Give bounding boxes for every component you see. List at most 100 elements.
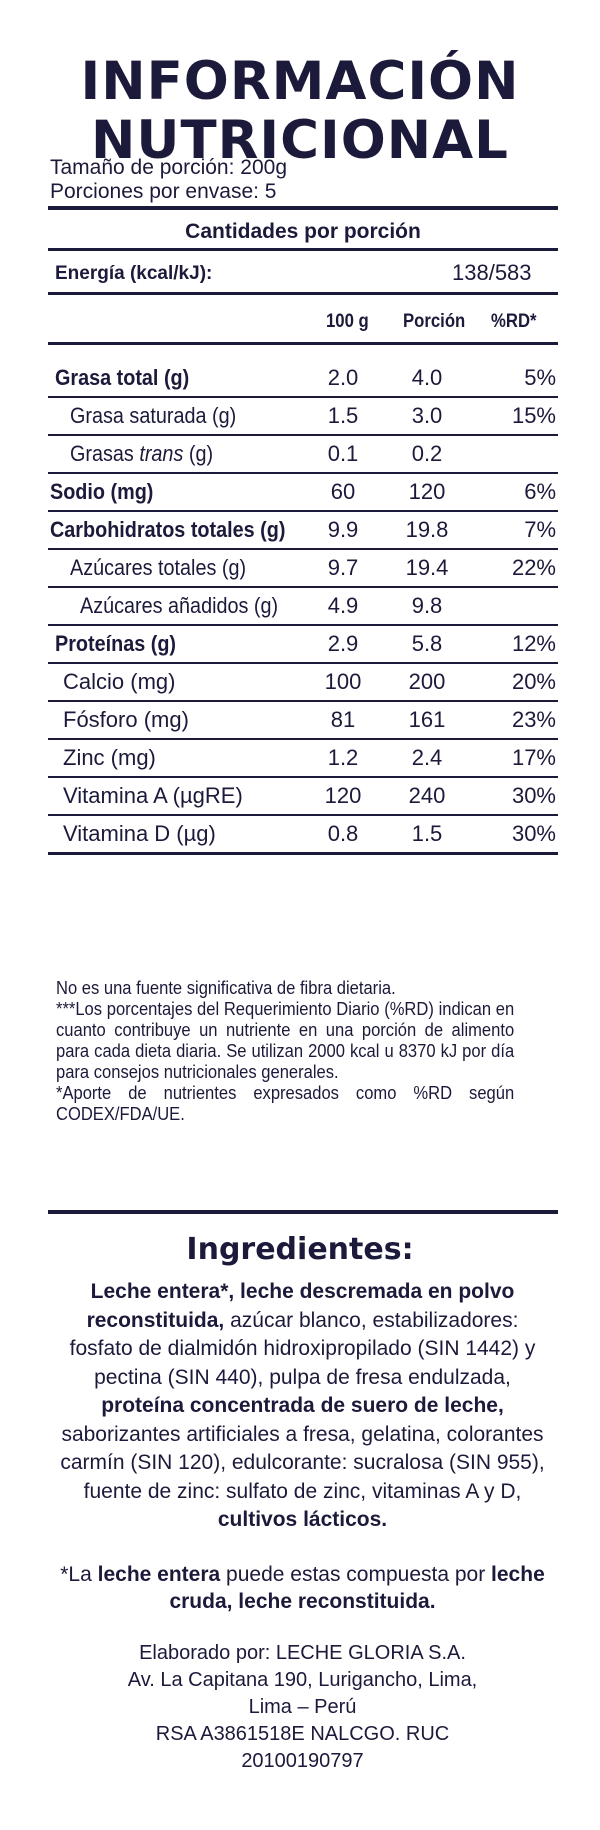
- value-rd: 30%: [511, 783, 556, 808]
- manufacturer-line-4: RSA A3861518E NALCGO. RUC: [155, 1723, 450, 1745]
- value-rd: 20%: [511, 669, 556, 694]
- manufacturer-line-2: Av. La Capitana 190, Lurigancho, Lima,: [127, 1669, 478, 1691]
- value-100g: 120: [324, 783, 362, 808]
- whole-milk-note-mid: puede estas compuesta por: [220, 1563, 492, 1586]
- title-line-1: INFORMACIÓN: [80, 51, 520, 112]
- value-portion: 240: [408, 783, 446, 808]
- value-portion: 2.4: [411, 745, 443, 770]
- nutrient-label: Sodio (mg): [50, 479, 154, 504]
- manufacturer-line-5: 20100190797: [241, 1750, 364, 1772]
- nutrient-label-part: (g): [183, 441, 214, 466]
- row-divider: [48, 852, 558, 855]
- divider: [48, 342, 558, 345]
- amounts-header: Cantidades por porción: [185, 220, 421, 243]
- row-divider: [48, 700, 558, 702]
- serving-size: Tamaño de porción: 200g: [50, 156, 287, 179]
- nutrient-label: Zinc (mg): [63, 745, 156, 770]
- row-divider: [48, 776, 558, 778]
- nutrient-label: Proteínas (g): [55, 631, 177, 656]
- value-rd: 15%: [511, 403, 556, 428]
- value-100g: 60: [330, 479, 356, 504]
- row-divider: [48, 662, 558, 664]
- value-rd: 30%: [511, 821, 556, 846]
- value-100g: 81: [330, 707, 356, 732]
- fiber-note: No es una fuente significativa de fibra …: [56, 978, 396, 998]
- manufacturer-line-3: Lima – Perú: [248, 1696, 357, 1718]
- manufacturer-line-1: Elaborado por: LECHE GLORIA S.A.: [139, 1642, 466, 1664]
- column-header-portion: Porción: [403, 311, 466, 332]
- nutrient-label: Azúcares totales (g): [70, 555, 247, 580]
- value-rd: 17%: [511, 745, 556, 770]
- value-portion: 3.0: [411, 403, 443, 428]
- row-divider: [48, 738, 558, 740]
- rd-note: ***Los porcentajes del Requerimiento Dia…: [56, 999, 515, 1082]
- ingredients-title: Ingredientes:: [186, 1232, 414, 1267]
- value-rd: 23%: [511, 707, 556, 732]
- value-rd: 5%: [524, 365, 556, 390]
- nutrient-label-part: Grasas: [70, 441, 140, 466]
- nutrient-label: Calcio (mg): [63, 669, 176, 694]
- value-100g: 4.9: [327, 593, 359, 618]
- manufacturer-info: Elaborado por: LECHE GLORIA S.A. Av. La …: [70, 1640, 535, 1775]
- divider: [48, 292, 558, 295]
- column-header-rd: %RD*: [491, 311, 537, 332]
- value-rd: 6%: [524, 479, 556, 504]
- value-100g: 0.1: [327, 441, 359, 466]
- nutrient-label: Vitamina A (µgRE): [63, 783, 243, 808]
- whole-milk-note-bold-2: leche cruda, leche reconstituida.: [169, 1563, 545, 1613]
- footnotes: No es una fuente significativa de fibra …: [56, 978, 514, 1125]
- value-100g: 9.7: [327, 555, 359, 580]
- value-rd: 22%: [511, 555, 556, 580]
- nutrient-label-part: trans: [139, 441, 184, 466]
- value-portion: 200: [408, 669, 446, 694]
- nutrient-label: Grasas trans (g): [70, 441, 213, 467]
- row-divider: [48, 396, 558, 398]
- divider: [48, 206, 558, 210]
- value-portion: 1.5: [411, 821, 443, 846]
- whole-milk-note: *La leche entera puede estas compuesta p…: [55, 1561, 550, 1615]
- value-100g: 1.5: [327, 403, 359, 428]
- nutrient-label: Grasa total (g): [55, 365, 190, 390]
- value-portion: 0.2: [411, 441, 443, 466]
- nutrient-label: Vitamina D (µg): [63, 821, 216, 846]
- title-line-2: NUTRICIONAL: [91, 110, 509, 171]
- codex-note: *Aporte de nutrientes expresados como %R…: [56, 1083, 515, 1124]
- nutrient-label: Grasa saturada (g): [70, 403, 237, 428]
- value-portion: 161: [408, 707, 446, 732]
- value-portion: 19.4: [405, 555, 449, 580]
- ingredients-text-2: saborizantes artificiales a fresa, gelat…: [60, 1422, 545, 1503]
- value-portion: 120: [408, 479, 446, 504]
- value-portion: 5.8: [411, 631, 443, 656]
- value-100g: 2.9: [327, 631, 359, 656]
- row-divider: [48, 472, 558, 474]
- row-divider: [48, 548, 558, 550]
- column-header-100g: 100 g: [326, 311, 369, 332]
- ingredients-text-1: azúcar blanco, estabilizadores: fosfato …: [69, 1308, 536, 1389]
- value-portion: 4.0: [411, 365, 443, 390]
- value-100g: 1.2: [327, 745, 359, 770]
- row-divider: [48, 510, 558, 512]
- ingredients-bold-2: proteína concentrada de suero de leche,: [101, 1394, 504, 1417]
- energy-value: 138/583: [452, 260, 532, 285]
- energy-label: Energía (kcal/kJ):: [55, 263, 213, 284]
- row-divider: [48, 814, 558, 816]
- value-100g: 2.0: [327, 365, 359, 390]
- divider: [48, 1210, 558, 1214]
- whole-milk-note-pre: *La: [60, 1563, 98, 1586]
- ingredients-text: Leche entera*, leche descremada en polvo…: [55, 1278, 550, 1535]
- value-portion: 9.8: [411, 593, 443, 618]
- row-divider: [48, 624, 558, 626]
- nutrient-label: Azúcares añadidos (g): [80, 593, 279, 618]
- ingredients-bold-1: Leche entera*, leche descremada en polvo…: [86, 1280, 515, 1332]
- row-divider: [48, 586, 558, 588]
- ingredients-bold-3: cultivos lácticos.: [217, 1508, 388, 1531]
- value-rd: 7%: [524, 517, 556, 542]
- value-100g: 9.9: [327, 517, 359, 542]
- value-100g: 0.8: [327, 821, 359, 846]
- divider: [48, 248, 558, 251]
- value-portion: 19.8: [405, 517, 449, 542]
- nutrient-label: Fósforo (mg): [63, 707, 189, 732]
- value-100g: 100: [324, 669, 362, 694]
- value-rd: 12%: [511, 631, 556, 656]
